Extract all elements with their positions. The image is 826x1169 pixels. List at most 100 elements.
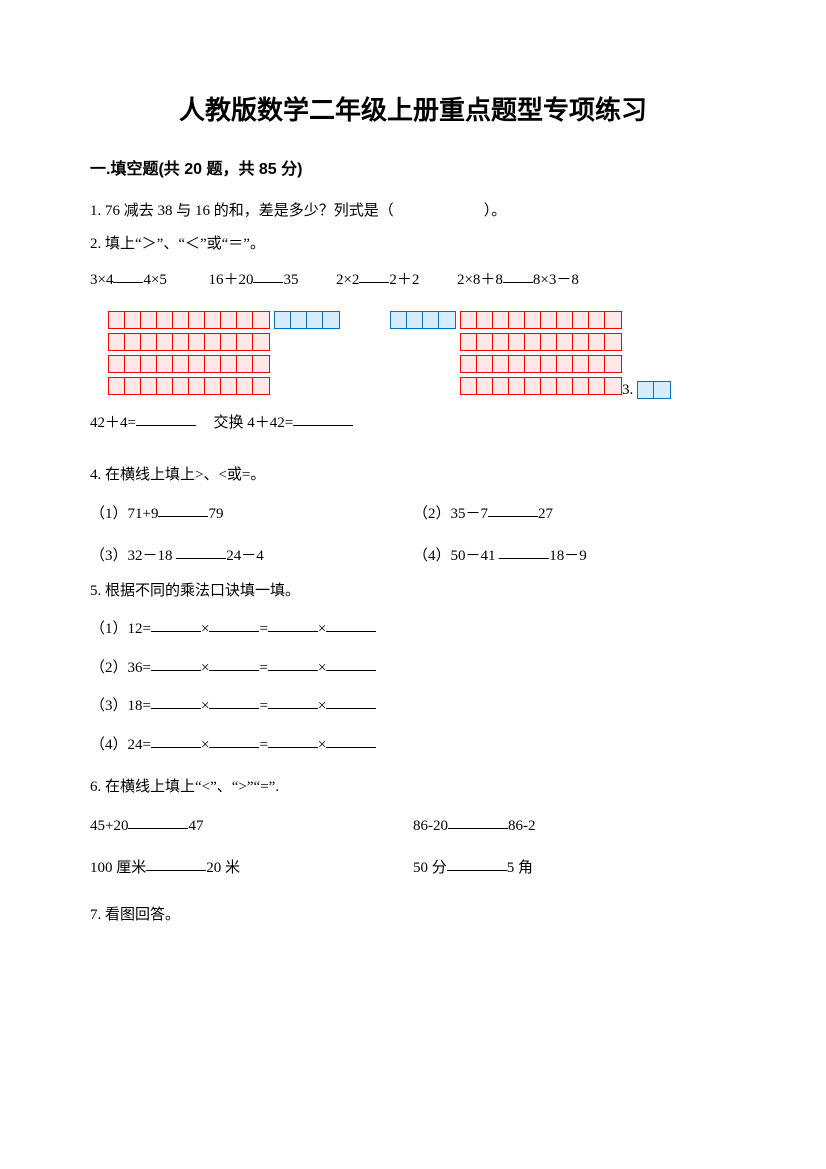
q6-4a: 50 分 <box>413 860 447 876</box>
blank <box>447 856 507 871</box>
block-cell <box>189 334 205 350</box>
block-cell <box>509 334 525 350</box>
block-cell <box>509 356 525 372</box>
block-cell <box>157 378 173 394</box>
block-cell <box>157 356 173 372</box>
q6-3: 100 厘米20 米 <box>90 854 413 883</box>
blank <box>499 544 549 559</box>
block-cell <box>557 334 573 350</box>
q6-1: 45+20 47 <box>90 812 413 841</box>
block-cell <box>173 356 189 372</box>
q2-h: 8×3－8 <box>533 272 579 288</box>
block-cell <box>205 312 221 328</box>
q6-3b: 20 米 <box>206 860 240 876</box>
block-cell <box>541 334 557 350</box>
q4-3b: 24－4 <box>226 548 264 564</box>
q2-f: 2＋2 <box>389 272 419 288</box>
blank <box>128 814 188 829</box>
block-cell <box>461 312 477 328</box>
blank <box>326 656 376 671</box>
block-cell <box>189 312 205 328</box>
block-cell <box>573 312 589 328</box>
q6-1a: 45+20 <box>90 818 128 834</box>
question-6: 6. 在横线上填上“<”、“>”“=”. <box>90 773 736 802</box>
blue-block-group <box>274 311 340 329</box>
blank <box>146 856 206 871</box>
blank <box>176 544 226 559</box>
blank <box>268 617 318 632</box>
q4-4: （4）50－41 18－9 <box>413 542 736 571</box>
block-cell <box>407 312 423 328</box>
red-block-group <box>108 311 270 329</box>
blue-block-group <box>390 311 456 329</box>
block-cell <box>237 378 253 394</box>
red-block-group <box>460 333 622 351</box>
block-cell <box>573 334 589 350</box>
eq: = <box>259 621 267 637</box>
q2-e: 2×2 <box>336 272 359 288</box>
block-cell <box>525 356 541 372</box>
block-cell <box>109 312 125 328</box>
q2-d: 35 <box>283 272 298 288</box>
q1-end: ）。 <box>484 203 507 219</box>
q1-text: 1. 76 减去 38 与 16 的和，差是多少？列式是（ <box>90 203 394 219</box>
q5-1: （1）12=×=× <box>90 615 736 644</box>
block-cell <box>125 356 141 372</box>
block-cell <box>189 356 205 372</box>
q5-3-label: （3）18= <box>90 698 151 714</box>
block-cell <box>509 378 525 394</box>
block-cell <box>525 378 541 394</box>
q4-2b: 27 <box>538 506 553 522</box>
blank <box>151 694 201 709</box>
q6-2: 86-2086-2 <box>413 812 736 841</box>
block-cell <box>477 378 493 394</box>
block-cell <box>541 356 557 372</box>
eq: = <box>259 737 267 753</box>
blank <box>326 733 376 748</box>
mult: × <box>201 660 209 676</box>
block-cell <box>141 334 157 350</box>
block-row <box>460 355 622 373</box>
block-cell <box>525 334 541 350</box>
block-cell <box>589 378 605 394</box>
blank <box>268 656 318 671</box>
block-cell <box>109 378 125 394</box>
q6-1b: 47 <box>188 818 203 834</box>
q4-1: （1）71+9 79 <box>90 500 413 529</box>
blank <box>359 268 389 283</box>
blank <box>158 502 208 517</box>
mult: × <box>201 698 209 714</box>
block-cell <box>323 312 339 328</box>
q4-3: （3）32－18 24－4 <box>90 542 413 571</box>
block-cell <box>589 334 605 350</box>
block-cell <box>493 356 509 372</box>
q2-b: 4×5 <box>143 272 166 288</box>
q4-1b: 79 <box>208 506 223 522</box>
mult: × <box>201 621 209 637</box>
blank <box>209 617 259 632</box>
block-cell <box>654 382 670 398</box>
blue-block-group <box>637 381 671 399</box>
block-cell <box>205 334 221 350</box>
q4-2a: （2）35－7 <box>413 506 488 522</box>
block-cell <box>253 356 269 372</box>
block-cell <box>109 356 125 372</box>
question-3-exp: 42＋4= 交换 4＋42= <box>90 409 736 438</box>
block-cell <box>541 312 557 328</box>
block-row <box>460 377 622 395</box>
block-cell <box>253 334 269 350</box>
question-4: 4. 在横线上填上>、<或=。 <box>90 461 736 490</box>
block-cell <box>477 356 493 372</box>
block-cell <box>291 312 307 328</box>
block-cell <box>477 312 493 328</box>
mult: × <box>318 698 326 714</box>
block-cell <box>605 312 621 328</box>
blank <box>209 733 259 748</box>
block-cell <box>173 334 189 350</box>
q4-2: （2）35－7 27 <box>413 500 736 529</box>
block-cell <box>638 382 654 398</box>
block-cell <box>573 378 589 394</box>
question-3-diagram: 3. <box>90 303 736 399</box>
q4-1a: （1）71+9 <box>90 506 158 522</box>
block-cell <box>541 378 557 394</box>
